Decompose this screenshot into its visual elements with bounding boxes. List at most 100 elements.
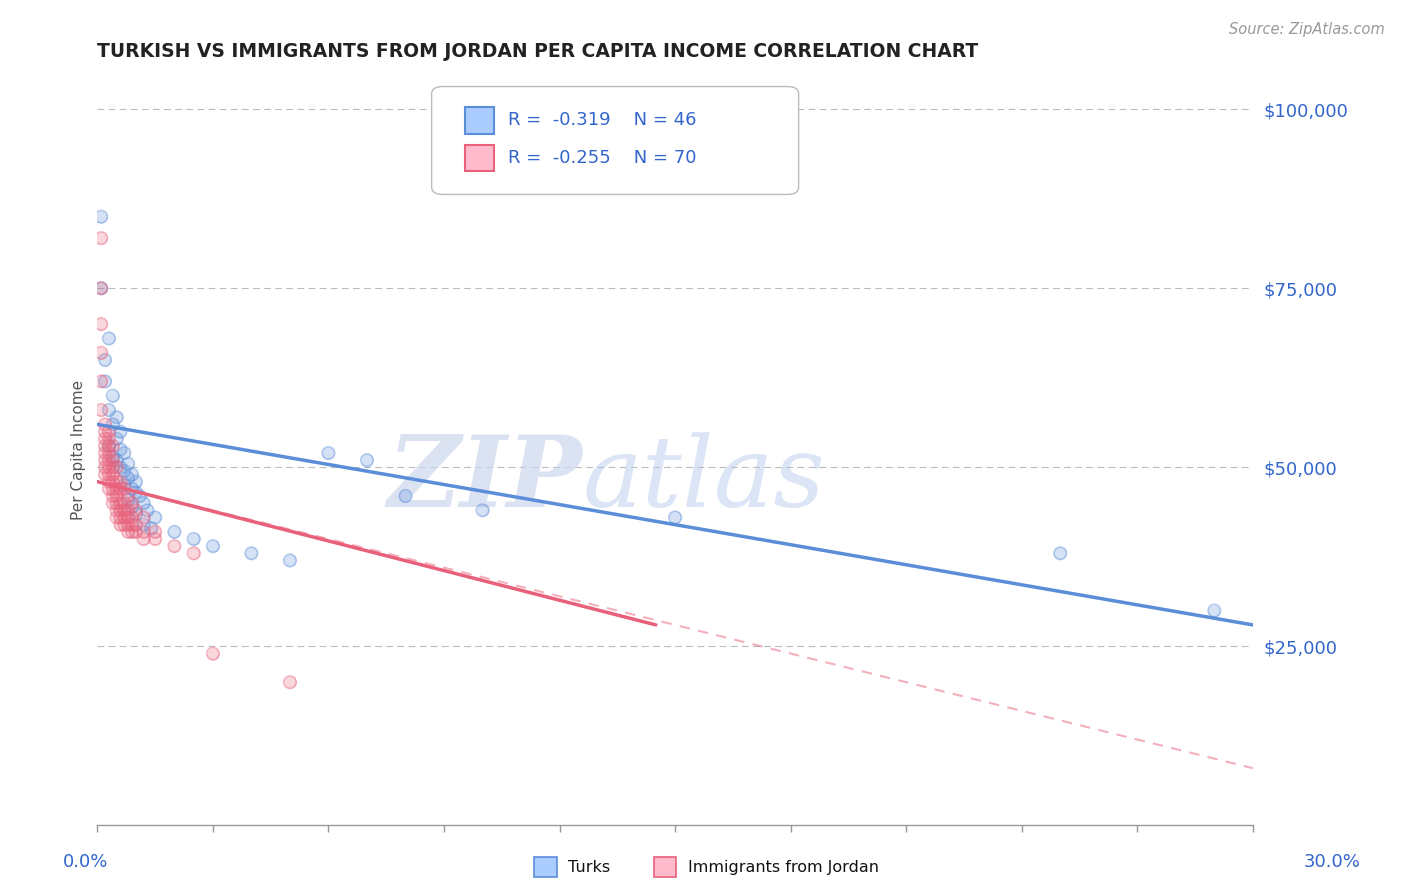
- Point: [105, 510, 128, 524]
- Point: [132, 510, 155, 524]
- Point: [125, 524, 148, 539]
- Point: [90, 231, 112, 245]
- Text: R =  -0.255    N = 70: R = -0.255 N = 70: [508, 149, 696, 167]
- Point: [97, 453, 120, 467]
- Point: [110, 496, 132, 510]
- Point: [105, 475, 128, 489]
- Y-axis label: Per Capita Income: Per Capita Income: [72, 379, 86, 519]
- Point: [105, 410, 128, 425]
- Point: [125, 475, 148, 489]
- Point: [97, 331, 120, 345]
- Point: [97, 403, 120, 417]
- Point: [132, 517, 155, 532]
- Point: [90, 403, 112, 417]
- Point: [94, 417, 117, 432]
- Point: [90, 281, 112, 295]
- Point: [125, 517, 148, 532]
- Point: [121, 500, 143, 514]
- Point: [94, 439, 117, 453]
- Point: [101, 482, 124, 496]
- Point: [143, 532, 166, 546]
- Point: [112, 446, 135, 460]
- Point: [201, 647, 224, 661]
- Point: [117, 517, 139, 532]
- Point: [97, 425, 120, 439]
- Point: [110, 482, 132, 496]
- Point: [163, 524, 186, 539]
- Point: [105, 482, 128, 496]
- Point: [97, 331, 120, 345]
- Point: [105, 503, 128, 517]
- Point: [201, 647, 224, 661]
- Point: [141, 521, 163, 535]
- Point: [117, 524, 139, 539]
- Point: [105, 482, 128, 496]
- Point: [125, 507, 148, 521]
- Point: [90, 345, 112, 359]
- Point: [110, 475, 132, 489]
- Point: [90, 345, 112, 359]
- Text: R =  -0.319    N = 46: R = -0.319 N = 46: [508, 112, 696, 129]
- Point: [117, 517, 139, 532]
- Point: [94, 439, 117, 453]
- Point: [1049, 546, 1071, 560]
- Point: [90, 281, 112, 295]
- Point: [90, 317, 112, 331]
- Point: [105, 489, 128, 503]
- Point: [121, 496, 143, 510]
- Point: [97, 475, 120, 489]
- Point: [105, 503, 128, 517]
- Point: [143, 524, 166, 539]
- Point: [163, 539, 186, 553]
- Text: 30.0%: 30.0%: [1305, 853, 1361, 871]
- Point: [278, 675, 301, 690]
- Point: [125, 517, 148, 532]
- Point: [101, 482, 124, 496]
- Point: [112, 446, 135, 460]
- Point: [101, 439, 124, 453]
- Point: [318, 446, 340, 460]
- Point: [201, 539, 224, 553]
- Point: [121, 510, 143, 524]
- Point: [101, 489, 124, 503]
- Point: [356, 453, 378, 467]
- Point: [110, 517, 132, 532]
- Point: [121, 482, 143, 496]
- Point: [101, 475, 124, 489]
- Point: [101, 467, 124, 482]
- Point: [128, 489, 150, 503]
- Point: [132, 510, 155, 524]
- Point: [117, 471, 139, 485]
- Point: [105, 475, 128, 489]
- Point: [110, 442, 132, 457]
- Point: [143, 532, 166, 546]
- Point: [121, 510, 143, 524]
- Point: [94, 460, 117, 475]
- Point: [278, 553, 301, 567]
- Point: [97, 467, 120, 482]
- Point: [105, 460, 128, 475]
- Point: [125, 485, 148, 500]
- Point: [112, 510, 135, 524]
- Point: [110, 460, 132, 475]
- Point: [112, 478, 135, 492]
- Point: [101, 389, 124, 403]
- Point: [90, 231, 112, 245]
- Point: [117, 457, 139, 471]
- Point: [356, 453, 378, 467]
- Point: [105, 453, 128, 467]
- Point: [112, 517, 135, 532]
- Point: [101, 475, 124, 489]
- Point: [125, 485, 148, 500]
- Point: [101, 389, 124, 403]
- Point: [97, 446, 120, 460]
- Point: [121, 482, 143, 496]
- Point: [121, 524, 143, 539]
- Point: [101, 460, 124, 475]
- Point: [112, 517, 135, 532]
- Point: [97, 403, 120, 417]
- Point: [112, 503, 135, 517]
- Point: [97, 439, 120, 453]
- Point: [110, 496, 132, 510]
- Point: [121, 517, 143, 532]
